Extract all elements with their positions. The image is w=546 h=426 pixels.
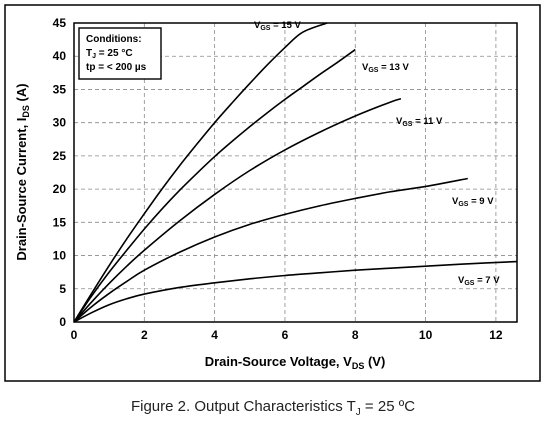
conditions-pulse: tp = < 200 µs: [86, 62, 147, 73]
y-tick-label: 35: [53, 82, 67, 96]
series-group: [73, 22, 518, 323]
x-tick-label: 4: [211, 328, 218, 342]
y-tick-label: 0: [59, 315, 66, 329]
y-tick-label: 30: [53, 116, 67, 130]
y-tick-label: 15: [53, 215, 67, 229]
curve-label: VGS = 13 V: [362, 62, 410, 74]
x-tick-label: 12: [489, 328, 503, 342]
curve-labels: VGS = 15 V VGS = 13 V VGS = 11 V VGS = 9 V V…: [254, 20, 500, 287]
y-tick-label: 40: [53, 49, 67, 63]
series-line-2: [73, 97, 402, 323]
x-tick-label: 6: [282, 328, 289, 342]
curve-label: VGS = 15 V: [254, 20, 302, 32]
y-tick-label: 10: [53, 249, 67, 263]
tick-labels: 0 2 4 6 8 10 12 0 5 10 15 20 25 30 35 40 45: [53, 16, 503, 342]
x-tick-label: 2: [141, 328, 148, 342]
x-axis-label: Drain-Source Voltage, VDS (V): [205, 354, 386, 371]
series-line-1: [73, 48, 356, 323]
curve-label: VGS = 9 V: [452, 196, 494, 208]
y-tick-label: 25: [53, 149, 67, 163]
conditions-box: Conditions: TJ = 25 °C tp = < 200 µs: [78, 27, 162, 80]
y-tick-label: 20: [53, 182, 67, 196]
y-axis-label: Drain-Source Current, IDS (A): [14, 83, 31, 260]
conditions-title: Conditions:: [86, 34, 142, 45]
conditions-temperature: TJ = 25 °C: [86, 48, 133, 60]
curve-label: VGS = 11 V: [396, 116, 443, 128]
y-tick-label: 5: [59, 282, 66, 296]
x-tick-label: 10: [419, 328, 433, 342]
curve-label: VGS = 7 V: [458, 275, 500, 287]
conditions-frame: [78, 27, 162, 80]
series-line-4: [73, 260, 518, 323]
plot-area: [73, 22, 518, 323]
series-line-0: [73, 22, 328, 323]
y-tick-label: 45: [53, 16, 67, 30]
x-tick-label: 0: [71, 328, 78, 342]
series-line-3: [73, 177, 468, 323]
figure-caption: Figure 2. Output Characteristics TJ = 25…: [130, 398, 416, 418]
x-tick-label: 8: [352, 328, 359, 342]
figure-frame: [4, 4, 541, 382]
